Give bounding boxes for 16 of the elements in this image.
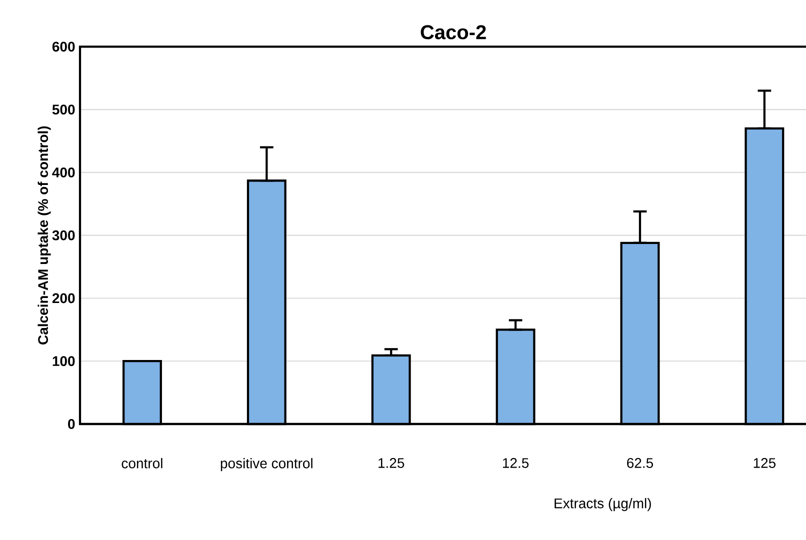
- x-tick-label: control: [122, 458, 162, 468]
- y-tick-label: 500: [52, 104, 75, 115]
- y-tick-label: 300: [52, 230, 75, 240]
- y-axis-title: Calcein-AM uptake (% of control): [38, 126, 51, 344]
- y-tick-label: 100: [52, 356, 75, 366]
- y-tick-label: 200: [52, 293, 75, 304]
- x-tick-label: positive control: [220, 458, 312, 472]
- y-tick-label: 0: [68, 419, 75, 429]
- x-axis-title: Extracts (µg/ml): [554, 498, 651, 512]
- x-tick-label: 12.5: [502, 458, 529, 468]
- x-tick-label: 1.25: [378, 458, 404, 468]
- x-tick-label: 62.5: [627, 458, 654, 468]
- y-tick-label: 400: [52, 168, 75, 178]
- x-tick-label: 125: [754, 458, 776, 468]
- chart-title: Caco-2: [420, 25, 486, 40]
- y-tick-label: 600: [52, 42, 75, 52]
